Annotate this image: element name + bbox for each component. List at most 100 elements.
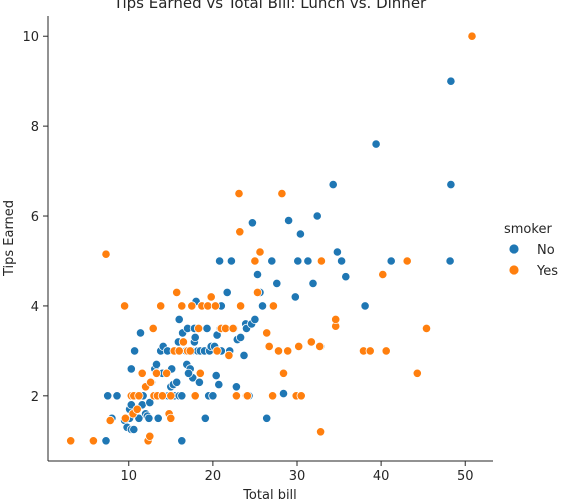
data-point-yes <box>203 301 213 311</box>
data-point-no <box>236 332 246 342</box>
data-point-yes <box>148 323 158 333</box>
data-point-yes <box>262 328 272 338</box>
data-point-yes <box>162 368 172 378</box>
data-point-yes <box>467 31 477 41</box>
y-tick-label: 8 <box>31 120 39 135</box>
data-point-yes <box>206 292 216 302</box>
data-point-yes <box>242 391 252 401</box>
x-tick-label: 50 <box>457 469 474 484</box>
data-point-yes <box>178 337 188 347</box>
legend-label-yes: Yes <box>536 264 558 279</box>
data-point-no <box>295 229 305 239</box>
data-point-yes <box>145 431 155 441</box>
y-axis-label: Tips Earned <box>2 200 17 277</box>
data-point-no <box>239 350 249 360</box>
data-point-yes <box>268 301 278 311</box>
data-point-yes <box>185 346 195 356</box>
data-point-no <box>194 377 204 387</box>
data-point-no <box>278 388 289 399</box>
data-point-no <box>257 301 268 311</box>
data-point-yes <box>315 341 325 351</box>
data-point-yes <box>381 346 391 356</box>
data-point-yes <box>331 314 341 324</box>
data-point-no <box>200 413 210 423</box>
data-point-no <box>226 256 236 266</box>
data-point-no <box>208 391 218 401</box>
data-point-yes <box>134 391 144 401</box>
data-point-no <box>183 368 194 378</box>
x-tick-label: 20 <box>205 469 222 484</box>
data-point-no <box>290 292 300 302</box>
data-point-yes <box>316 256 326 266</box>
data-point-yes <box>156 301 166 311</box>
data-point-yes <box>101 249 111 259</box>
data-point-yes <box>212 346 222 356</box>
data-point-yes <box>294 341 304 351</box>
data-point-no <box>103 391 113 401</box>
y-axis-ticks: 2 4 6 8 10 <box>22 30 48 405</box>
data-point-no <box>445 256 455 266</box>
data-point-yes <box>365 346 375 356</box>
data-point-no <box>360 301 370 311</box>
y-tick-label: 10 <box>22 30 39 45</box>
data-point-yes <box>88 436 99 446</box>
data-point-no <box>386 256 396 266</box>
data-point-yes <box>228 323 238 333</box>
y-tick-label: 2 <box>31 390 39 405</box>
legend-marker-yes <box>508 264 520 276</box>
data-point-no <box>177 391 187 401</box>
data-point-yes <box>120 413 131 423</box>
legend-title: smoker <box>504 222 552 237</box>
data-point-no <box>250 314 260 324</box>
data-point-no <box>211 370 221 381</box>
data-point-yes <box>273 346 284 356</box>
data-point-yes <box>224 350 234 360</box>
data-point-yes <box>187 301 197 311</box>
data-point-no <box>151 359 162 369</box>
y-tick-label: 6 <box>31 210 39 225</box>
data-point-no <box>371 139 381 149</box>
data-point-yes <box>137 368 147 378</box>
data-point-yes <box>174 346 184 356</box>
data-point-yes <box>235 227 245 237</box>
data-point-yes <box>195 368 205 378</box>
data-point-no <box>231 382 241 392</box>
data-point-no <box>153 413 163 423</box>
chart-title: Tips Earned vs Total Bill: Lunch vs. Din… <box>113 0 427 12</box>
data-point-no <box>341 272 351 282</box>
legend-label-no: No <box>537 243 555 258</box>
data-point-yes <box>210 301 220 311</box>
data-point-no <box>214 379 224 390</box>
data-point-yes <box>166 391 176 401</box>
data-point-no <box>135 328 146 338</box>
data-point-no <box>145 397 155 408</box>
data-point-no <box>308 278 318 288</box>
data-point-yes <box>255 247 265 257</box>
data-point-yes <box>151 368 162 378</box>
x-axis-label: Total bill <box>242 488 297 500</box>
data-point-yes <box>378 269 388 280</box>
data-point-yes <box>66 436 76 446</box>
data-point-no <box>126 364 136 374</box>
data-point-no <box>215 256 225 266</box>
data-point-yes <box>278 368 289 378</box>
data-point-yes <box>105 415 115 426</box>
data-point-no <box>336 256 347 266</box>
data-point-yes <box>220 323 231 333</box>
data-point-yes <box>402 256 412 266</box>
data-point-no <box>190 332 200 342</box>
data-point-no <box>283 215 294 226</box>
x-axis-ticks: 10 20 30 40 50 <box>120 461 474 484</box>
data-point-yes <box>166 413 176 423</box>
data-point-no <box>446 76 456 86</box>
series-yes-points <box>66 31 477 446</box>
data-point-no <box>174 314 184 324</box>
data-point-yes <box>236 301 246 311</box>
data-point-yes <box>120 301 130 311</box>
data-point-yes <box>315 427 326 437</box>
legend-marker-no <box>508 243 520 255</box>
data-point-no <box>112 391 122 401</box>
data-point-no <box>312 211 322 221</box>
data-point-yes <box>283 346 293 356</box>
